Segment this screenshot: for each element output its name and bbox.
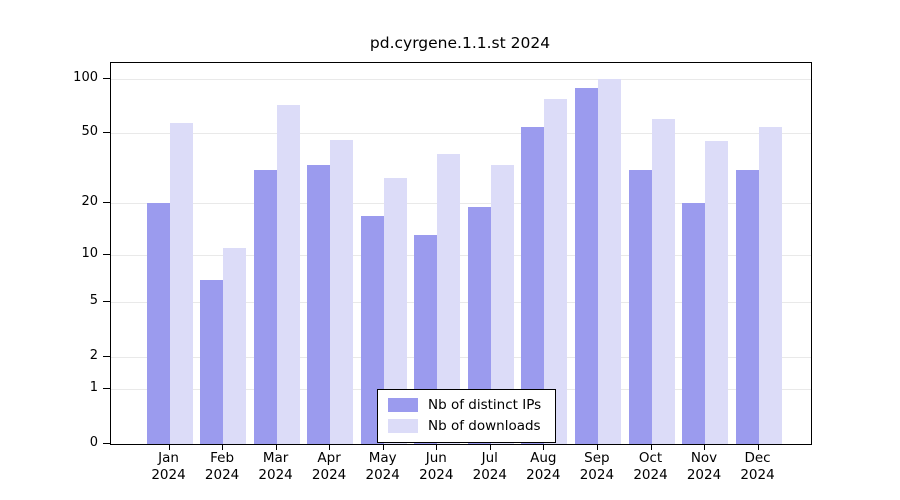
x-axis-tick	[757, 445, 759, 450]
bar-dec-distinct-ips	[735, 170, 759, 444]
x-tick-label: Mar 2024	[258, 450, 293, 483]
x-tick-label: Jun 2024	[419, 450, 454, 483]
y-axis-tick	[103, 132, 110, 134]
x-tick-label: May 2024	[365, 450, 400, 483]
bar-mar-distinct-ips	[253, 170, 277, 444]
x-axis-tick	[704, 445, 705, 450]
bar-apr-distinct-ips	[307, 165, 331, 444]
bar-feb-distinct-ips	[200, 279, 223, 444]
gridline	[111, 254, 811, 256]
bar-apr-downloads	[330, 139, 354, 444]
gridline	[111, 357, 811, 359]
y-tick-label: 50	[81, 124, 98, 140]
y-tick-label: 5	[89, 293, 98, 309]
x-tick-label: Jul 2024	[472, 450, 507, 483]
x-tick-label: Nov 2024	[686, 450, 722, 483]
y-tick-label: 100	[73, 70, 98, 86]
y-axis-tick	[103, 301, 110, 303]
x-axis-tick	[543, 445, 545, 450]
x-tick-label: Dec 2024	[740, 450, 775, 483]
bar-oct-downloads	[651, 119, 675, 444]
bar-may-distinct-ips	[360, 215, 384, 444]
y-axis-tick	[103, 388, 110, 390]
bar-aug-distinct-ips	[521, 127, 545, 444]
legend-swatch-distinct-ips	[388, 398, 418, 412]
bar-may-downloads	[383, 177, 407, 444]
y-axis-tick	[103, 253, 110, 255]
legend-item-distinct-ips: Nb of distinct IPs	[388, 397, 541, 413]
y-axis-tick	[103, 202, 110, 204]
x-tick-label: Sep 2024	[579, 450, 615, 483]
gridline	[111, 302, 811, 304]
y-tick-label: 10	[81, 245, 98, 261]
x-tick-label: Oct 2024	[633, 450, 668, 483]
x-axis-tick	[382, 445, 384, 450]
bar-aug-downloads	[544, 98, 568, 444]
bar-dec-downloads	[758, 127, 782, 444]
bar-nov-distinct-ips	[682, 203, 705, 444]
bar-sep-downloads	[597, 79, 621, 444]
bar-jan-distinct-ips	[146, 203, 170, 444]
y-tick-label: 1	[89, 380, 98, 396]
x-tick-label: Jan 2024	[151, 450, 186, 483]
x-axis-tick	[650, 445, 652, 450]
legend-label-distinct-ips: Nb of distinct IPs	[428, 397, 542, 413]
plot-area	[110, 62, 812, 445]
bar-jun-downloads	[437, 154, 461, 444]
x-axis-tick	[168, 445, 170, 450]
gridline	[111, 133, 811, 135]
bar-jan-downloads	[169, 123, 193, 444]
legend-label-downloads: Nb of downloads	[428, 418, 541, 434]
legend-item-downloads: Nb of downloads	[388, 418, 541, 434]
x-axis-tick	[275, 445, 277, 450]
x-axis-tick	[596, 445, 598, 450]
x-axis-tick	[329, 445, 331, 450]
y-axis-tick	[103, 356, 110, 358]
gridline	[111, 79, 811, 81]
x-tick-label: Aug 2024	[526, 450, 561, 483]
bar-sep-distinct-ips	[574, 87, 598, 444]
legend: Nb of distinct IPs Nb of downloads	[377, 389, 557, 443]
gridline	[111, 203, 811, 205]
chart-title: pd.cyrgene.1.1.st 2024	[369, 34, 551, 52]
x-axis-tick	[222, 445, 224, 450]
x-axis-tick	[489, 445, 491, 450]
bar-feb-downloads	[223, 247, 246, 444]
bar-nov-downloads	[705, 141, 728, 444]
bar-oct-distinct-ips	[628, 170, 652, 444]
x-tick-label: Feb 2024	[204, 450, 240, 483]
y-tick-label: 20	[81, 194, 98, 210]
y-axis-tick	[103, 443, 110, 444]
y-axis-tick	[103, 78, 110, 80]
bar-jul-distinct-ips	[467, 207, 491, 444]
y-tick-label: 2	[89, 348, 98, 364]
legend-swatch-downloads	[388, 419, 418, 433]
y-tick-label: 0	[89, 435, 98, 450]
bar-mar-downloads	[276, 104, 300, 444]
bar-jul-downloads	[490, 165, 514, 444]
x-axis-tick	[436, 445, 438, 450]
x-tick-label: Apr 2024	[311, 450, 347, 483]
